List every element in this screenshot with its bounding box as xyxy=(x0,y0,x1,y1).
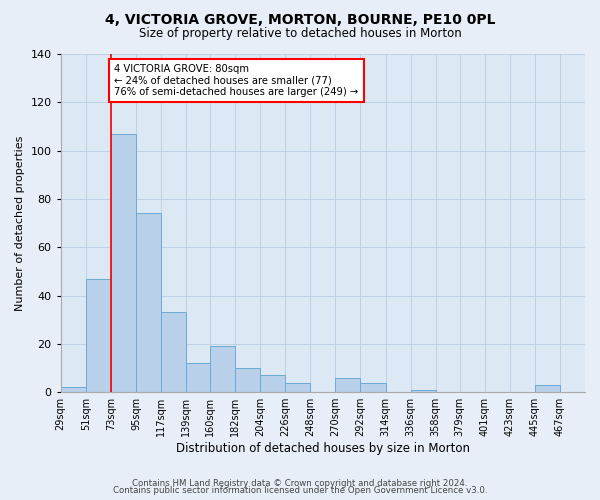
Bar xyxy=(186,363,210,392)
Bar xyxy=(111,134,136,392)
Bar xyxy=(235,368,260,392)
Bar xyxy=(86,278,111,392)
Text: Contains public sector information licensed under the Open Government Licence v3: Contains public sector information licen… xyxy=(113,486,487,495)
Bar xyxy=(410,390,436,392)
Text: 4, VICTORIA GROVE, MORTON, BOURNE, PE10 0PL: 4, VICTORIA GROVE, MORTON, BOURNE, PE10 … xyxy=(105,12,495,26)
Bar xyxy=(161,312,186,392)
Bar xyxy=(335,378,361,392)
Bar xyxy=(136,214,161,392)
Y-axis label: Number of detached properties: Number of detached properties xyxy=(15,136,25,311)
Text: Contains HM Land Registry data © Crown copyright and database right 2024.: Contains HM Land Registry data © Crown c… xyxy=(132,478,468,488)
Bar xyxy=(61,388,86,392)
Bar xyxy=(285,382,310,392)
Bar xyxy=(361,382,386,392)
Bar xyxy=(535,385,560,392)
Bar xyxy=(210,346,235,392)
Text: Size of property relative to detached houses in Morton: Size of property relative to detached ho… xyxy=(139,28,461,40)
Text: 4 VICTORIA GROVE: 80sqm
← 24% of detached houses are smaller (77)
76% of semi-de: 4 VICTORIA GROVE: 80sqm ← 24% of detache… xyxy=(114,64,359,97)
X-axis label: Distribution of detached houses by size in Morton: Distribution of detached houses by size … xyxy=(176,442,470,455)
Bar xyxy=(260,376,285,392)
